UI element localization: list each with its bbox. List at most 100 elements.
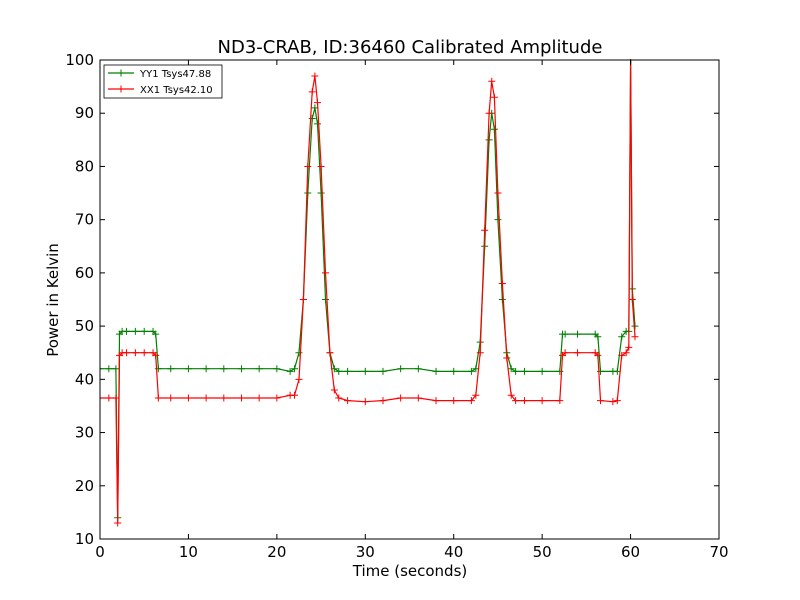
data-point [202,365,210,373]
x-tick-label: 50 [533,543,552,561]
data-point [112,365,120,373]
y-axis-title: Power in Kelvin [44,243,62,357]
x-tick-label: 40 [444,543,463,561]
data-point [556,397,564,405]
plot-area [100,60,719,539]
x-axis-title: Time (seconds) [352,562,468,580]
data-point [512,367,520,375]
data-point [520,397,528,405]
data-point [308,115,316,123]
data-point [485,109,493,117]
y-tick-label: 70 [75,211,94,229]
data-point [538,397,546,405]
data-point [481,226,489,234]
data-point [490,93,498,101]
data-point [295,349,303,357]
data-point [140,327,148,335]
data-point [105,365,113,373]
data-point [561,349,569,357]
data-point [414,365,422,373]
data-point [131,349,139,357]
data-point [273,394,281,402]
y-tick-label: 100 [65,51,94,69]
data-point [625,343,633,351]
y-tick-label: 10 [75,530,94,548]
data-point [520,367,528,375]
x-tick-label: 30 [356,543,375,561]
data-point [344,397,352,405]
data-point [494,189,502,197]
data-point [450,367,458,375]
data-point [100,394,104,402]
data-point [597,397,605,405]
data-point [311,72,319,80]
x-axis: 0 10 20 30 40 50 60 70 [95,60,729,561]
data-point [594,333,602,341]
data-point [321,296,329,303]
legend-marker [117,69,125,77]
data-point [613,397,621,405]
data-point [131,327,139,335]
data-point [488,77,496,85]
data-point [152,330,160,338]
data-point [184,394,192,402]
data-point [628,296,636,303]
data-point [594,351,602,359]
legend-box [103,64,223,99]
data-point [123,349,131,357]
data-point [299,296,307,303]
data-point [467,367,475,375]
data-point [490,125,498,133]
plot-frame [99,59,720,540]
data-point [184,365,192,373]
data-point [561,330,569,338]
y-axis: 10 20 30 40 50 60 70 80 90 100 [65,51,719,548]
data-point [314,120,322,128]
data-point [622,349,630,357]
data-point [597,367,605,375]
y-tick-label: 40 [75,370,94,388]
data-point [631,333,639,341]
data-point [574,349,582,357]
data-point [314,99,322,107]
legend-label: YY1 Tsys47.88 [139,69,211,80]
x-tick-label: 10 [179,543,198,561]
data-point [379,397,387,405]
y-tick-label: 80 [75,157,94,175]
data-point [291,365,299,373]
data-point [512,397,520,405]
data-point [335,394,343,402]
data-point [237,394,245,402]
data-point [344,367,352,375]
chart-title: ND3-CRAB, ID:36460 Calibrated Amplitude [218,37,603,58]
data-point [361,398,369,406]
data-point [123,327,131,335]
y-tick-label: 30 [75,424,94,442]
data-point [485,136,493,144]
data-point [494,216,502,224]
data-point [167,365,175,373]
x-tick-label: 70 [709,543,728,561]
data-point [255,365,263,373]
y-tick-label: 50 [75,317,94,335]
data-point [472,391,480,399]
data-point [609,398,617,406]
data-point [432,367,440,375]
data-point [100,365,104,373]
data-point [330,386,338,394]
data-point [397,365,405,373]
data-point [154,394,162,402]
data-point [498,280,506,288]
data-point [574,330,582,338]
data-point [335,367,343,375]
data-point [273,365,281,373]
y-tick-label: 90 [75,104,94,122]
data-point [291,391,299,399]
data-point [397,394,405,402]
data-point [317,189,325,197]
data-point [467,397,475,405]
data-point [304,162,312,170]
data-point [618,333,626,341]
data-point [618,351,626,359]
